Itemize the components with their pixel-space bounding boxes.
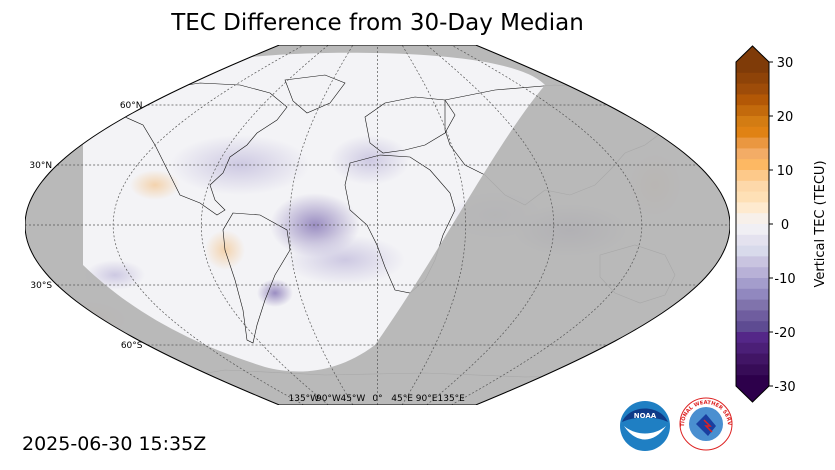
colorbar-segment — [736, 191, 769, 203]
colorbar-segment — [736, 62, 769, 74]
colorbar-segment — [736, 299, 769, 311]
tec-anomaly-field — [45, 135, 680, 338]
colorbar-segment — [736, 137, 769, 149]
colorbar-segment — [736, 83, 769, 95]
colorbar-tick-label: 20 — [777, 110, 794, 125]
colorbar-segment — [736, 353, 769, 365]
colorbar-segment — [736, 170, 769, 182]
lat-label: 30°S — [30, 281, 52, 291]
colorbar-extend-bottom — [736, 386, 769, 402]
colorbar-segment — [736, 256, 769, 268]
lat-label: 60°N — [120, 101, 143, 111]
colorbar-segment — [736, 310, 769, 322]
colorbar-label: Vertical TEC (TECU) — [813, 160, 828, 287]
lon-labels: 135°W90°W 45°W 0° 45°E 90°E 135°E — [289, 394, 466, 404]
colorbar-tick-label: -20 — [774, 326, 795, 341]
lon-label: 90°W — [316, 394, 341, 404]
colorbar-segment — [736, 332, 769, 344]
colorbar-gradient — [736, 46, 769, 402]
lon-label: 45°E — [391, 394, 413, 404]
colorbar-segment — [736, 72, 769, 85]
greenland — [284, 74, 346, 114]
meridian-line — [200, 45, 329, 405]
map-title: TEC Difference from 30-Day Median — [171, 10, 584, 36]
timestamp: 2025-06-30 15:35Z — [22, 433, 207, 455]
map-border — [25, 45, 730, 405]
colorbar-tick-label: 10 — [777, 164, 794, 179]
colorbar-segment — [736, 245, 769, 257]
colorbar-segment — [736, 364, 769, 376]
colorbar-segment — [736, 180, 769, 193]
colorbar-segment — [736, 213, 769, 225]
noaa-logo-text: NOAA — [634, 412, 657, 420]
lat-labels: 60°N30°N0°30°S60°S — [29, 101, 143, 351]
colorbar-tick-label: -10 — [774, 272, 795, 287]
lat-label: 60°S — [121, 341, 143, 351]
colorbar: 30 20 10 0 -10 -20 -30 Vertical TEC (TECU) — [735, 45, 828, 403]
colorbar-ticks: 30 20 10 0 -10 -20 -30 — [769, 56, 796, 395]
lon-label: 90°E — [416, 394, 438, 404]
colorbar-segment — [736, 202, 769, 214]
colorbar-segment — [736, 288, 769, 301]
meridian-line — [451, 45, 643, 405]
lon-label: 135°E — [438, 394, 466, 404]
colorbar-tick-label: -30 — [774, 380, 795, 395]
colorbar-segment — [736, 126, 769, 139]
meridian-line — [112, 45, 304, 405]
lon-label: 0° — [372, 394, 382, 404]
meridian-line — [426, 45, 555, 405]
colorbar-segment — [736, 267, 769, 279]
meridian-line — [289, 45, 354, 405]
colorbar-segment — [736, 116, 769, 128]
colorbar-segment — [736, 342, 769, 355]
colorbar-segment — [736, 278, 769, 290]
north-america — [119, 82, 288, 216]
noaa-logo: NOAA — [620, 401, 670, 451]
colorbar-segment — [736, 375, 769, 387]
colorbar-segment — [736, 148, 769, 160]
lon-label: 135°W — [289, 394, 320, 404]
colorbar-extend-top — [736, 46, 769, 62]
meridian-line — [401, 45, 466, 405]
colorbar-segment — [736, 159, 769, 171]
world-map: 60°N 30°N 0° 30°S 60°S 135°W90°W45°W 0° 45°E90… — [25, 45, 730, 405]
night-shading — [25, 45, 730, 405]
colorbar-segment — [736, 94, 769, 106]
colorbar-segment — [736, 321, 769, 333]
europe — [364, 96, 456, 154]
graticule — [25, 45, 730, 405]
lat-label: 30°N — [29, 161, 52, 171]
colorbar-segment — [736, 234, 769, 247]
colorbar-segment — [736, 105, 769, 117]
agency-logos: NOAA NATIONAL WEATHER SERVICE — [618, 396, 733, 451]
south-america — [222, 212, 291, 344]
colorbar-tick-label: 30 — [777, 56, 794, 71]
colorbar-segment — [736, 224, 769, 236]
colorbar-tick-label: 0 — [781, 218, 789, 233]
lon-label: 45°W — [340, 394, 365, 404]
